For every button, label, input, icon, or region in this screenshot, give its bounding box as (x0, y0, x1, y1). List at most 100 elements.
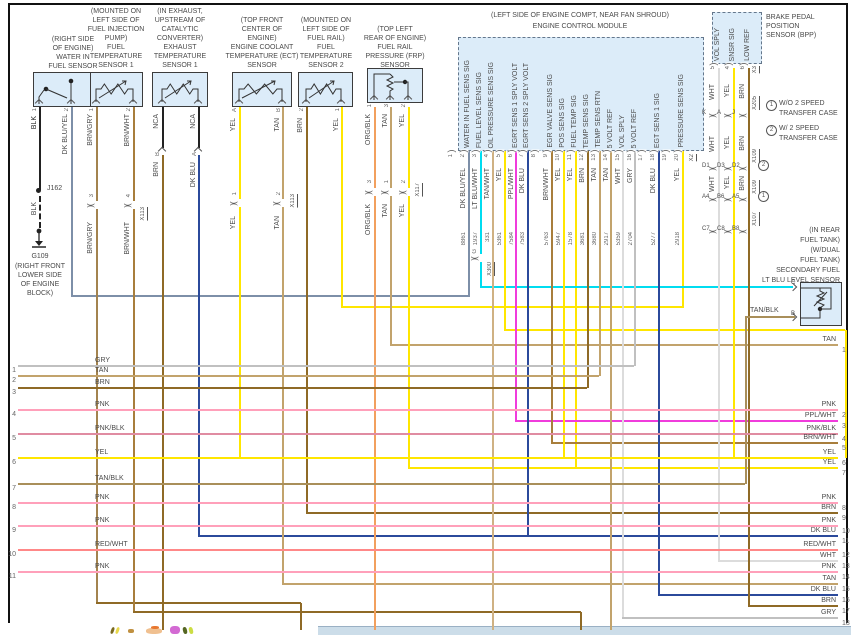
wire-segment (341, 107, 343, 307)
ecm-pin-label: EGR VALVE SENS SIG (547, 74, 555, 148)
circuit-number: 2917 (603, 232, 610, 246)
edge-wire-number: 16 (842, 597, 850, 604)
wire-color-label: BRN (739, 136, 746, 151)
sensor-label: FUEL RAIL) (307, 35, 345, 42)
wire-segment (718, 68, 720, 561)
wire-color-label: NCA (153, 114, 160, 129)
ecm-pin-label: WATER IN FUEL SENS SIG (463, 59, 471, 148)
wire-color-label: YEL (495, 168, 503, 182)
wire-segment (390, 344, 838, 346)
sensor-label: FUEL INJECTION (87, 26, 145, 33)
wire-color-label: TAN (382, 204, 389, 218)
connector-break: )( (738, 197, 748, 201)
edge-wire-label: TAN/BLK (95, 475, 124, 482)
wire-segment (162, 107, 164, 148)
edge-wire-label: RED/WHT (803, 541, 836, 548)
wire-segment (18, 387, 587, 389)
wire-segment (748, 68, 750, 606)
switch-symbol (33, 72, 115, 107)
wire-color-label: LT BLU (762, 277, 786, 284)
sensor-label: (IN EXHAUST, (157, 8, 203, 15)
edge-wire-number: 9 (12, 527, 16, 534)
ecm-pin-number: 12 (578, 154, 585, 161)
rheostat-symbol (800, 282, 842, 326)
junction-dot (36, 188, 41, 193)
note-text: W/ 2 SPEED (779, 125, 820, 132)
wire-color-label: BRN/WHT (124, 222, 131, 255)
connector-note-mark: 1 (758, 191, 769, 202)
wire-color-label: 3 (384, 104, 390, 108)
sensor-label: SENSOR (247, 62, 277, 69)
ground-location: (RIGHT FRONT (14, 263, 66, 270)
wire-color-label: A (232, 108, 238, 113)
wire-color-label: 2 (126, 108, 132, 112)
ecm-pin-arc: ( (566, 149, 577, 153)
circuit-number: 5277 (651, 232, 658, 246)
wire-segment (306, 107, 308, 513)
edge-wire-number: 5 (842, 445, 846, 452)
icon-sliver (188, 626, 194, 635)
connector-note-mark: 2 (758, 160, 769, 171)
wire-segment (390, 196, 392, 345)
icon-sliver (182, 626, 188, 635)
connector-pin-id: C7 (702, 226, 710, 232)
sensor-label: (MOUNTED ON (300, 17, 352, 24)
edge-wire-number: 9 (842, 515, 846, 522)
connector-break: )( (398, 190, 408, 194)
wire-color-label: TAN (382, 114, 389, 128)
edge-wire-label: GRY (95, 357, 111, 364)
wire-segment (610, 151, 612, 630)
edge-wire-label: PNK (821, 401, 836, 408)
ecm-pin-arc: ( (471, 149, 482, 153)
ecm-pin-arc: ( (673, 149, 684, 153)
wire-color-label: WHT (709, 176, 716, 192)
ecm-pin-number: 2 (459, 154, 466, 158)
edge-wire-number: 4 (842, 436, 846, 443)
wire-color-label: 2 (401, 180, 407, 184)
wire-color-label: B (276, 108, 282, 113)
ecm-location: (LEFT SIDE OF ENGINE COMPT, NEAR FAN SHR… (490, 12, 669, 19)
circuit-number: 2704 (627, 232, 634, 246)
wire-color-label: TAN/BLK (750, 307, 779, 314)
wire-segment (39, 196, 41, 228)
wire-segment (18, 571, 838, 573)
wire-segment (300, 603, 302, 630)
sensor-label: OF ENGINE) (52, 45, 94, 52)
edge-wire-label: YEL (822, 459, 836, 466)
edge-wire-label: BRN (821, 504, 836, 511)
sensor-label: SENSOR 2 (308, 62, 344, 69)
wire-segment (622, 617, 838, 619)
connector-pin-id: C8 (717, 226, 725, 232)
sensor-label: ENGINE COOLANT (230, 44, 294, 51)
bpp-title: BRAKE PEDAL (766, 14, 815, 21)
therm-symbol (298, 72, 353, 107)
edge-wire-number: 17 (842, 608, 850, 615)
edge-wire-label: PNK/BLK (806, 425, 836, 432)
therm-symbol (90, 72, 143, 107)
wire-color-label: 4 (126, 194, 132, 198)
sensor-label: SENSOR (380, 62, 410, 69)
wire-segment (563, 151, 565, 458)
ground-id: G109 (31, 253, 49, 260)
wire-color-label: 1 (384, 180, 390, 184)
connector-pin-id: D3 (717, 163, 725, 169)
wire-segment (480, 286, 793, 288)
wire-color-label: BRN/WHT (543, 168, 551, 201)
wire-segment (18, 409, 838, 411)
connector-id: X113 (290, 194, 296, 208)
ecm-pin-number: 18 (650, 154, 657, 161)
ecm-pin-label: POS SENS SIG (559, 98, 567, 148)
sensor-label: FUEL (107, 44, 125, 51)
sensor-label: (MOUNTED ON (90, 8, 142, 15)
ecm-pin-arc: ( (507, 149, 517, 153)
wire-segment (504, 151, 506, 330)
wire-segment (408, 107, 410, 188)
ecm-pin-number: 17 (638, 154, 645, 161)
wire-color-label: DK BLU (519, 168, 527, 194)
ecm-pin-label: 5 VOLT REF (606, 108, 614, 148)
sensor-label: UPSTREAM OF (154, 17, 206, 24)
wire-color-label: TAN (274, 118, 281, 132)
ecm-pin-number: 16 (626, 154, 633, 161)
wire-color-label: ORG/BLK (365, 204, 372, 236)
wire-color-label: YEL (724, 176, 731, 190)
